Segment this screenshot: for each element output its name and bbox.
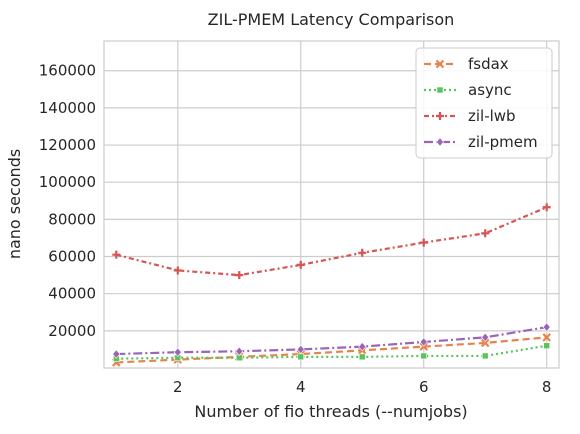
- series-line-zil-pmem: [116, 326, 547, 356]
- y-tick-label: 120000: [39, 136, 96, 154]
- y-axis-label: nano seconds: [5, 149, 24, 259]
- data-point-zil-pmem: [112, 349, 121, 359]
- data-point-zil-lwb: [235, 271, 244, 280]
- x-tick-label: 4: [296, 378, 306, 396]
- data-point-zil-pmem: [358, 341, 367, 352]
- data-point-zil-pmem: [235, 346, 244, 356]
- series-line-zil-lwb: [116, 206, 548, 277]
- legend-box: [415, 47, 553, 159]
- series-line-fsdax: [116, 336, 547, 364]
- data-point-async: [297, 353, 305, 361]
- legend-label: zil-lwb: [468, 107, 516, 125]
- y-tick-label: 40000: [48, 285, 96, 303]
- legend-entry-async: async: [424, 81, 512, 99]
- series-zil-lwb: [112, 203, 551, 280]
- data-point-zil-lwb: [296, 260, 305, 269]
- data-point-zil-lwb: [542, 203, 551, 212]
- legend-marker: [436, 137, 444, 147]
- legend-marker: [436, 112, 444, 120]
- data-point-async: [481, 352, 489, 360]
- data-point-zil-pmem: [173, 347, 182, 357]
- legend-label: async: [468, 81, 512, 99]
- data-point-async: [420, 352, 428, 360]
- data-point-zil-pmem: [419, 337, 428, 347]
- legend-marker: [436, 86, 444, 94]
- legend-marker: [435, 59, 445, 69]
- legend-label: zil-pmem: [468, 133, 538, 151]
- data-point-zil-pmem: [296, 344, 305, 355]
- data-point-zil-pmem: [481, 332, 490, 343]
- data-point-zil-lwb: [481, 229, 490, 238]
- legend-entries: fsdax async zil-lwb zil-pmem: [424, 55, 538, 151]
- x-tick-label: 8: [542, 378, 552, 396]
- legend-label: fsdax: [468, 55, 509, 73]
- data-point-zil-lwb: [358, 248, 367, 257]
- y-tick-label: 160000: [39, 62, 96, 80]
- data-point-fsdax: [480, 338, 490, 348]
- y-tick-label: 80000: [48, 210, 96, 228]
- data-point-zil-lwb: [419, 238, 428, 247]
- data-point-fsdax: [542, 333, 551, 342]
- y-tick-label: 140000: [39, 99, 96, 117]
- series-async: [112, 342, 551, 363]
- data-point-async: [358, 353, 366, 361]
- x-tick-label: 2: [173, 378, 183, 396]
- legend-entry-fsdax: fsdax: [424, 55, 509, 73]
- legend-entry-zil-pmem: zil-pmem: [424, 133, 538, 151]
- data-point-zil-lwb: [173, 266, 182, 275]
- legend-entry-zil-lwb: zil-lwb: [424, 107, 516, 125]
- series-line-async: [116, 344, 547, 360]
- y-tick-label: 60000: [48, 248, 96, 266]
- x-tick-label: 6: [419, 378, 429, 396]
- y-tick-label: 20000: [48, 322, 96, 340]
- chart-title: ZIL-PMEM Latency Comparison: [208, 10, 455, 29]
- y-tick-label: 100000: [39, 173, 96, 191]
- series-lines: [112, 203, 551, 367]
- series-zil-pmem: [112, 322, 551, 359]
- x-axis-label: Number of fio threads (--numjobs): [194, 402, 467, 421]
- legend: fsdax async zil-lwb zil-pmem: [415, 47, 553, 159]
- data-point-zil-pmem: [542, 322, 551, 332]
- y-tick-labels: 20000 40000 60000 80000 100000 120000 140000 16…: [39, 62, 96, 340]
- x-tick-labels: 2 4 6 8: [173, 378, 551, 396]
- data-point-zil-lwb: [112, 250, 121, 259]
- data-point-async: [543, 342, 551, 350]
